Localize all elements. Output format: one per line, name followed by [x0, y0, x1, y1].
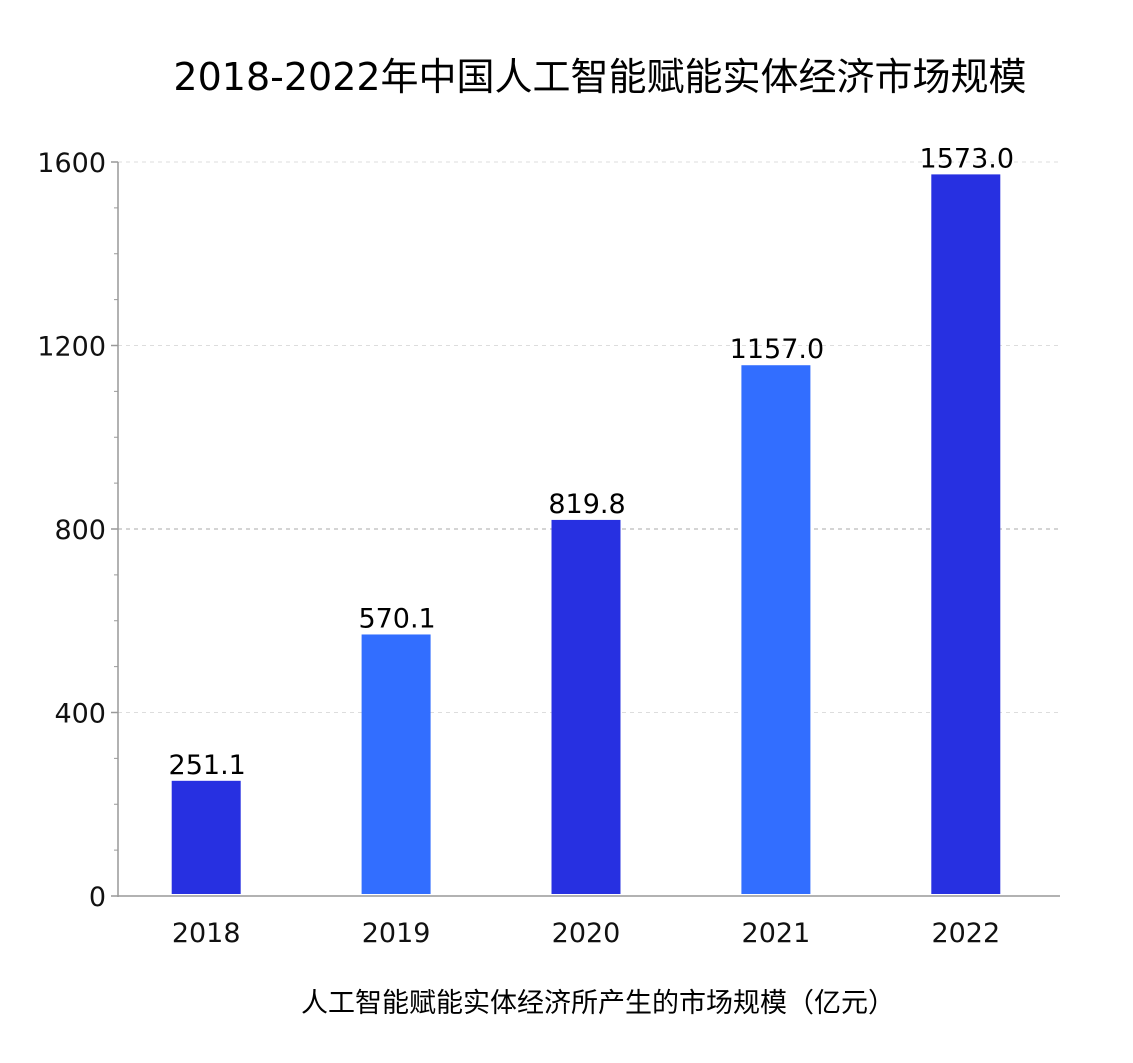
x-tick-labels: 2018 2019 2020 2021 2022: [172, 918, 1000, 949]
x-axis-label: 人工智能赋能实体经济所产生的市场规模（亿元）: [301, 988, 895, 1019]
x-tick-label: 2020: [552, 918, 621, 949]
bar-2020: [551, 519, 621, 894]
x-tick-label: 2018: [172, 918, 241, 949]
data-label: 1573.0: [920, 143, 1014, 174]
data-label: 570.1: [358, 603, 435, 634]
bar-2022: [931, 174, 1001, 895]
data-labels: 251.1 570.1 819.8 1157.0 1573.0: [169, 143, 1014, 780]
y-axis-minor-ticks: [111, 161, 118, 897]
bar-2018: [171, 780, 241, 894]
y-tick-labels: 0 400 800 1200 1600: [37, 148, 106, 913]
axes: [117, 162, 1060, 897]
y-tick-label: 400: [54, 699, 106, 730]
y-tick-label: 800: [54, 515, 106, 546]
bar-2021: [741, 365, 811, 894]
bar-2019: [361, 634, 431, 894]
y-tick-label: 1600: [37, 148, 106, 179]
grid-lines: [118, 161, 1060, 713]
x-tick-label: 2021: [742, 918, 811, 949]
data-label: 819.8: [548, 489, 625, 520]
chart-title: 2018-2022年中国人工智能赋能实体经济市场规模: [173, 55, 1026, 99]
y-tick-label: 1200: [37, 332, 106, 363]
x-tick-label: 2019: [362, 918, 431, 949]
data-label: 251.1: [169, 750, 246, 781]
x-tick-label: 2022: [931, 918, 1000, 949]
y-tick-label: 0: [89, 882, 106, 913]
bars: [171, 174, 1001, 895]
data-label: 1157.0: [730, 334, 824, 365]
